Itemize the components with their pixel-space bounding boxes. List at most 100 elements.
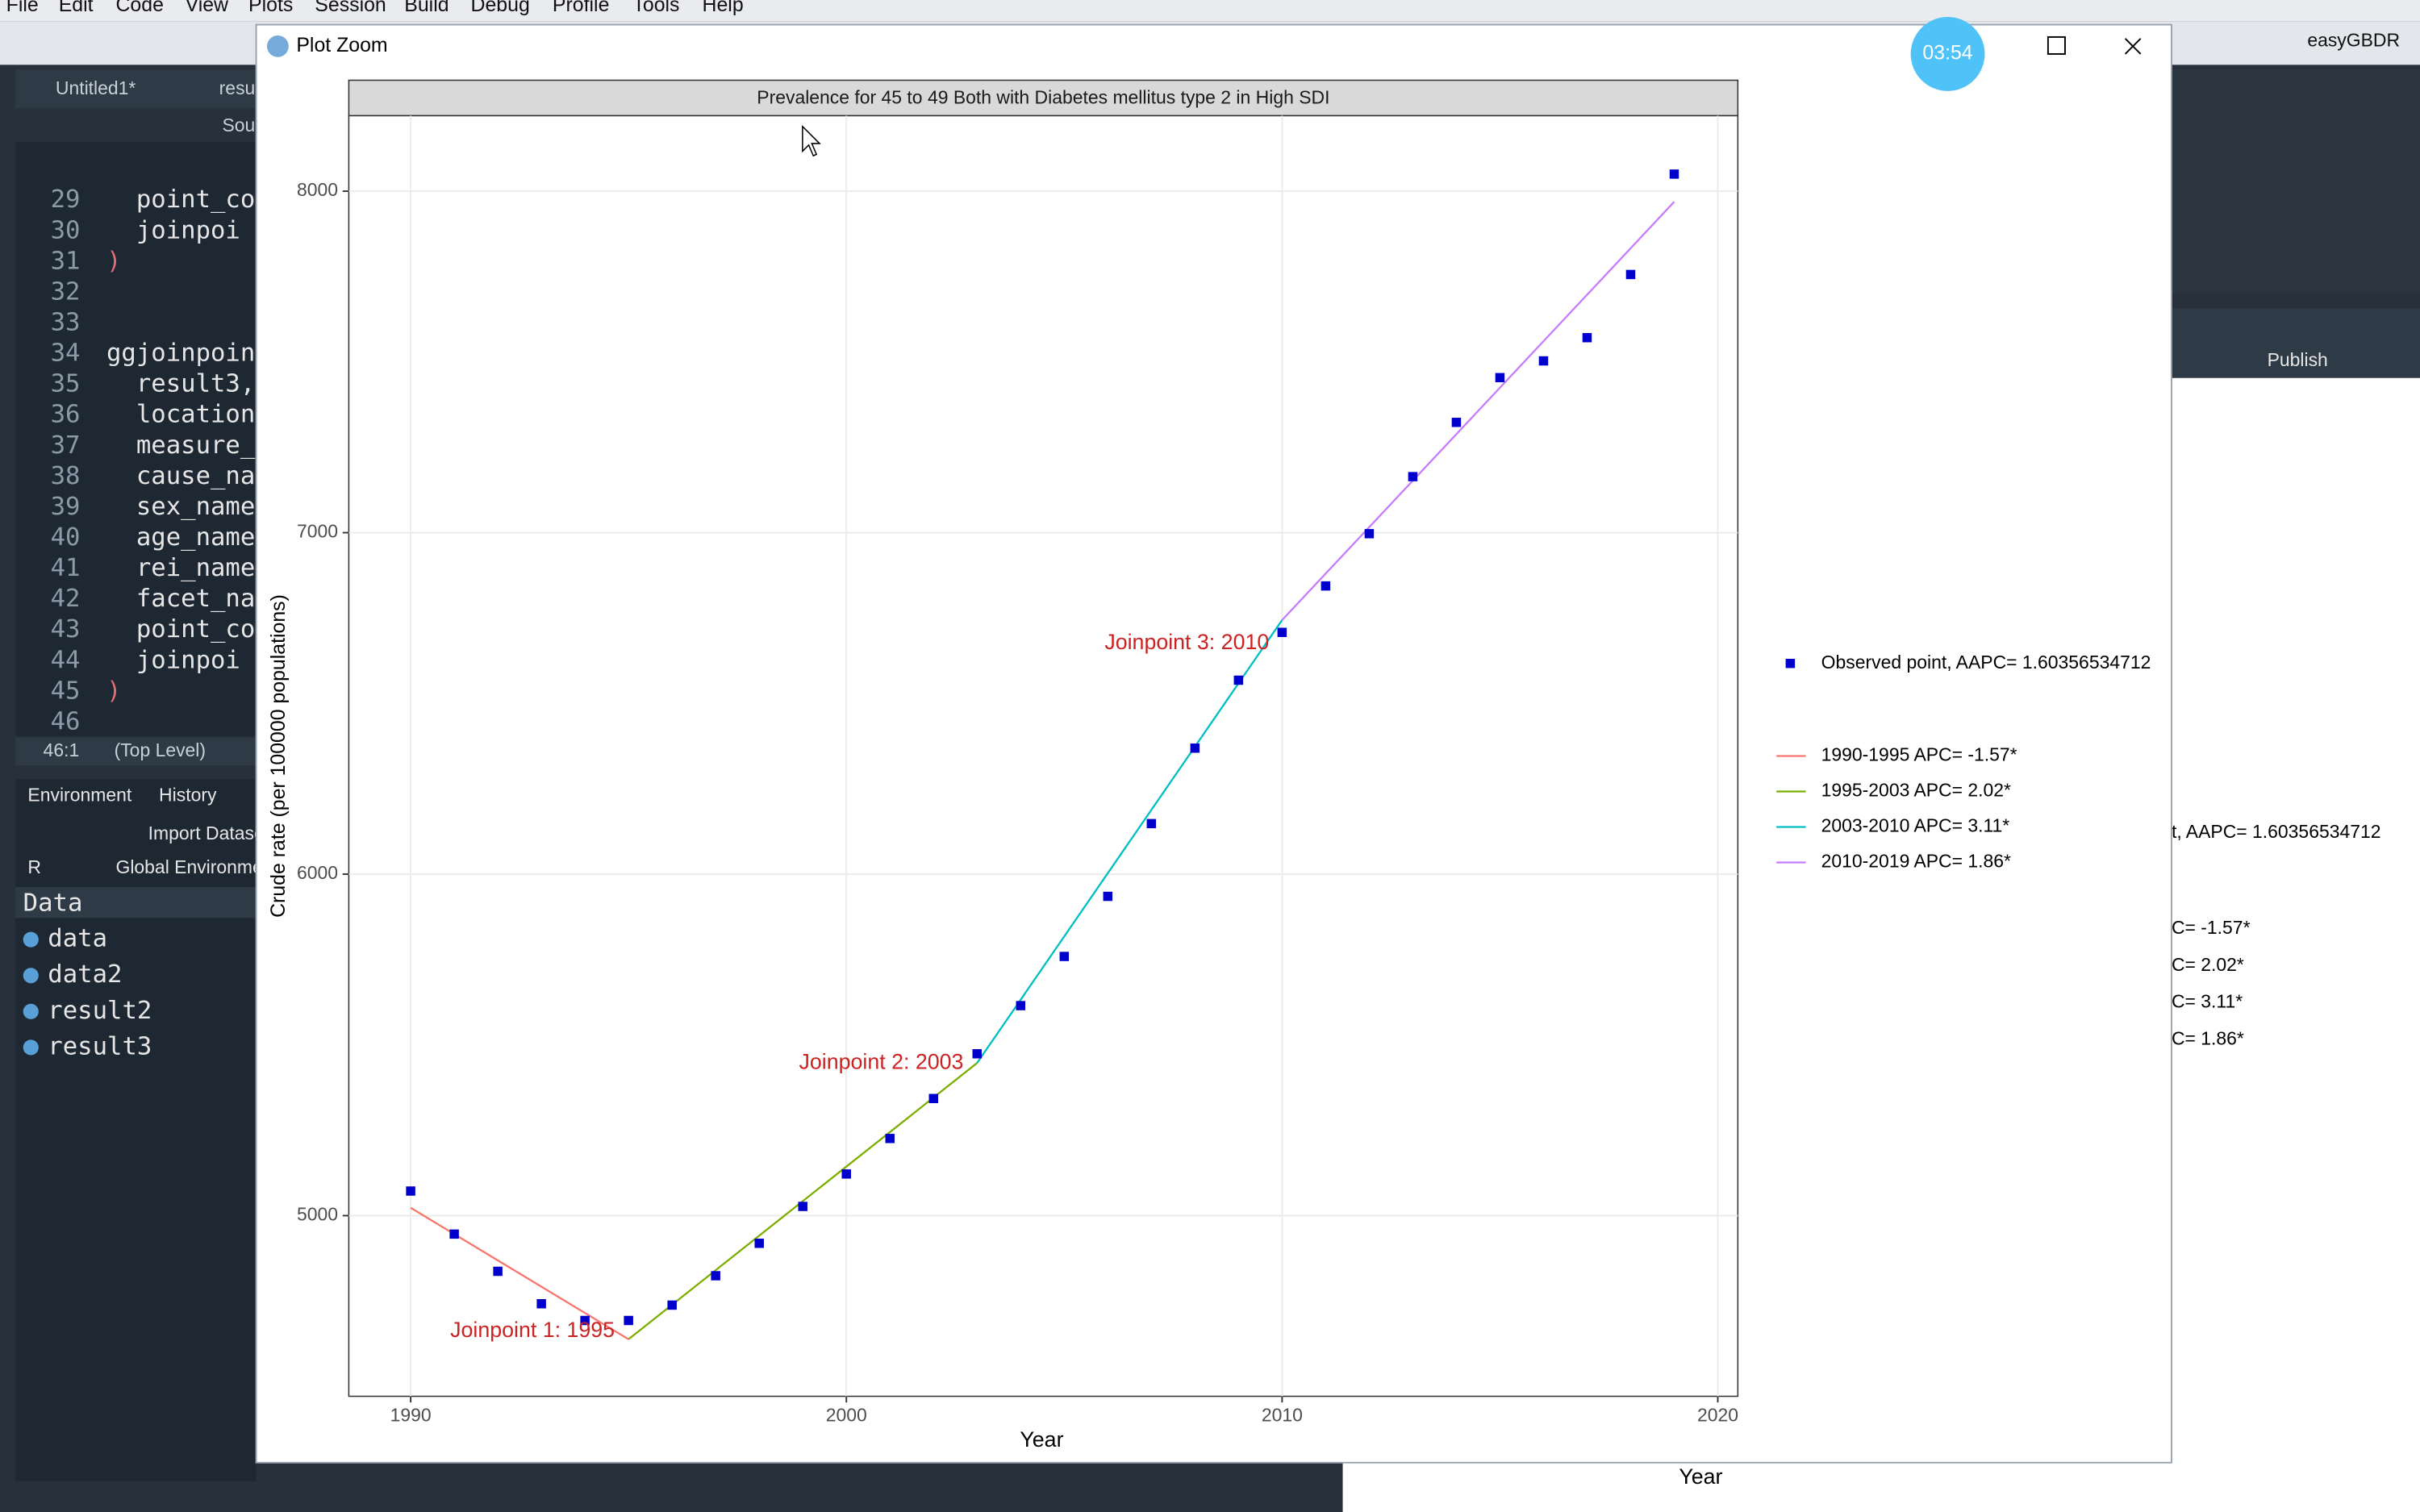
env-toolbar-item[interactable]: Import Datase	[148, 823, 265, 843]
observed-point	[1669, 169, 1679, 179]
observed-point	[798, 1202, 807, 1211]
background-legend: C= 3.11*	[2172, 991, 2243, 1012]
user-name[interactable]: easyGBDR	[2307, 30, 2400, 51]
line-number: 37	[51, 431, 81, 460]
observed-point	[1277, 627, 1287, 637]
chart-title: Prevalence for 45 to 49 Both with Diabet…	[757, 87, 1329, 108]
menu-item[interactable]: Debug	[471, 0, 530, 16]
maximize-button[interactable]	[2047, 35, 2066, 55]
env-tab[interactable]: Environment	[27, 784, 131, 805]
menu-item[interactable]: Code	[115, 0, 163, 16]
observed-point	[406, 1186, 415, 1196]
code-line: facet_na	[106, 585, 255, 613]
viewer-bottom	[1342, 1458, 2420, 1512]
env-item[interactable]: result2	[48, 997, 152, 1025]
menu-item[interactable]: View	[186, 0, 229, 16]
env-item[interactable]: data	[48, 925, 107, 953]
editor-tab-bar	[15, 69, 257, 108]
line-number: 46	[51, 707, 81, 735]
line-number: 36	[51, 401, 81, 429]
observed-point	[1059, 952, 1070, 961]
code-line: joinpoi	[106, 216, 240, 244]
observed-point	[972, 1049, 983, 1059]
observed-point	[1321, 581, 1331, 591]
item-icon	[23, 968, 39, 984]
y-tick-label: 6000	[297, 862, 338, 883]
background-legend: t, AAPC= 1.60356534712	[2172, 821, 2381, 842]
legend-label: Observed point, AAPC= 1.60356534712	[1821, 652, 2151, 673]
source-label[interactable]: Sou	[223, 115, 256, 135]
line-number: 38	[51, 462, 81, 490]
joinpoint-label: Joinpoint 1: 1995	[450, 1318, 615, 1342]
line-number: 43	[51, 615, 81, 644]
y-axis-title: Crude rate (per 100000 populations)	[267, 594, 290, 918]
legend-label: 2010-2019 APC= 1.86*	[1821, 851, 2011, 872]
observed-point	[1364, 529, 1375, 539]
x-tick-label: 2010	[1262, 1404, 1303, 1425]
env-item[interactable]: data2	[48, 960, 122, 989]
menu-item[interactable]: Profile	[553, 0, 609, 16]
menu-item[interactable]: Build	[404, 0, 449, 16]
viewer-pane	[2171, 377, 2420, 1512]
env-item[interactable]: result3	[48, 1032, 152, 1060]
fitted-segment	[976, 619, 1283, 1064]
code-line: age_name	[106, 523, 255, 552]
line-number: 33	[51, 309, 81, 337]
observed-point	[1016, 1001, 1026, 1010]
observed-point	[711, 1271, 720, 1281]
menu-item[interactable]: Help	[703, 0, 744, 16]
line-number: 42	[51, 585, 81, 613]
background-legend: C= -1.57*	[2172, 917, 2251, 938]
observed-point	[580, 1315, 590, 1326]
close-button[interactable]	[2124, 38, 2142, 55]
line-number: 30	[51, 216, 81, 244]
env-toolbar-item[interactable]: R	[27, 856, 41, 877]
observed-point	[1146, 818, 1157, 829]
code-line: )	[106, 247, 121, 275]
publish-button[interactable]: Publish	[2268, 349, 2328, 370]
x-tick-label: 1990	[390, 1404, 432, 1425]
x-tick-label: 2000	[826, 1404, 867, 1425]
line-number: 45	[51, 677, 81, 705]
menu-item[interactable]: File	[6, 0, 39, 16]
code-line: point_co	[106, 615, 255, 644]
timer-badge	[1910, 17, 1985, 91]
window-title: Plot Zoom	[296, 34, 387, 56]
fitted-segment	[410, 1206, 629, 1340]
observed-point	[1233, 675, 1244, 685]
code-line: point_co	[106, 185, 255, 214]
item-icon	[23, 1039, 39, 1056]
line-number: 44	[51, 646, 81, 674]
line-number: 32	[51, 277, 81, 306]
section-title: Data	[23, 889, 83, 918]
section-header	[15, 887, 257, 918]
y-tick-label: 5000	[297, 1204, 338, 1225]
line-number: 35	[51, 370, 81, 398]
editor-tab[interactable]: Untitled1*	[56, 77, 136, 98]
menu-item[interactable]: Edit	[59, 0, 94, 16]
viewer-toolbar	[2171, 308, 2420, 378]
editor	[15, 142, 257, 736]
env-toolbar-item[interactable]: Global Environme	[115, 856, 262, 877]
code-line: result3,	[106, 370, 255, 398]
line-number: 40	[51, 523, 81, 552]
observed-point	[1582, 333, 1592, 343]
line-number: 31	[51, 247, 81, 275]
observed-point	[1103, 891, 1113, 902]
env-tab[interactable]: History	[159, 784, 217, 805]
editor-tab[interactable]: resul	[219, 77, 260, 98]
menu-item[interactable]: Tools	[632, 0, 679, 16]
legend-label: 1990-1995 APC= -1.57*	[1821, 744, 2017, 765]
editor-toolbar	[15, 107, 257, 143]
menu-item[interactable]: Session	[315, 0, 386, 16]
code-line: )	[106, 677, 121, 705]
menu-item[interactable]: Plots	[248, 0, 293, 16]
joinpoint-label: Joinpoint 2: 2003	[799, 1049, 964, 1073]
facet-strip	[348, 79, 1739, 117]
environment-pane	[15, 779, 257, 1481]
observed-point	[493, 1266, 503, 1277]
x-tick-label: 2020	[1697, 1404, 1738, 1425]
timer: 03:54	[1922, 42, 1972, 65]
observed-point	[885, 1134, 895, 1143]
status-text: 46:1	[44, 739, 80, 760]
